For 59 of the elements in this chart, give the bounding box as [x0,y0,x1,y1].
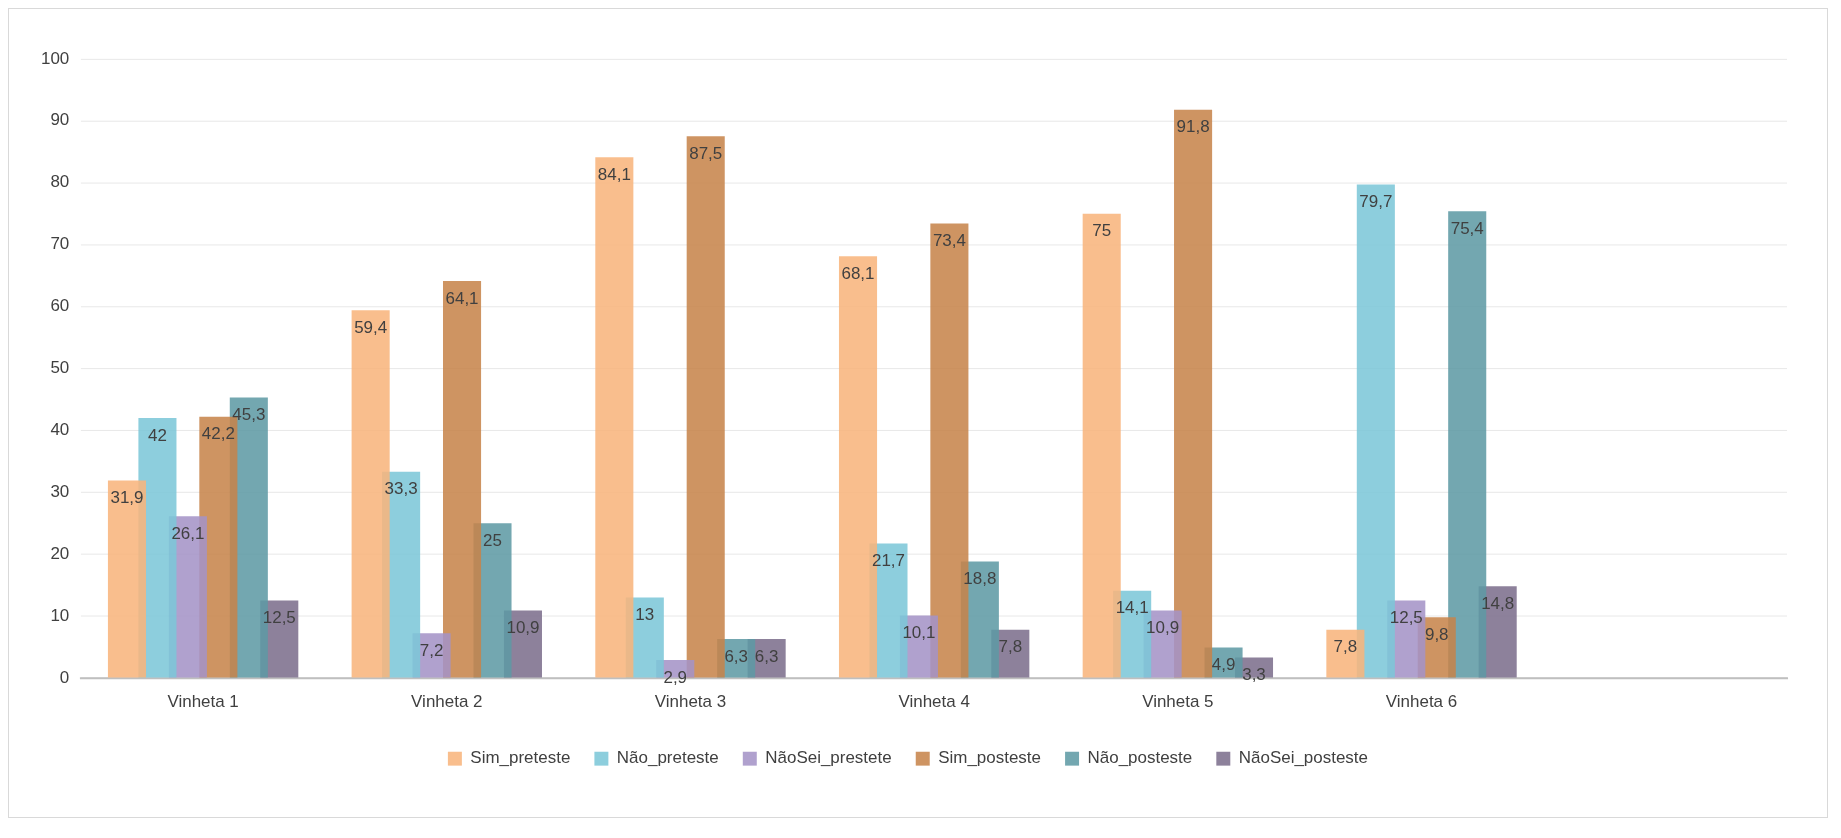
data-label: 6,3 [754,646,779,666]
legend-label: Sim_posteste [938,748,1042,768]
bar [1326,629,1365,678]
y-tick-label: 70 [50,234,70,254]
x-tick-label: Vinheta 4 [898,691,970,711]
data-label: 10,1 [902,623,936,643]
data-label: 25 [483,530,502,550]
legend-label: Sim_preteste [470,748,571,768]
data-label: 79,7 [1359,192,1393,212]
bar [595,157,634,678]
data-label: 12,5 [1389,608,1423,628]
data-label: 13 [635,605,655,625]
y-tick-label: 30 [50,481,70,501]
x-tick-label: Vinheta 3 [654,691,727,711]
data-label: 10,9 [506,618,540,638]
data-label: 26,1 [171,524,205,543]
y-tick-label: 60 [50,296,70,316]
data-label: 7,2 [419,641,444,660]
x-tick-label: Vinheta 2 [411,691,483,711]
data-label: 91,8 [1176,117,1210,137]
data-label: 42 [148,425,167,445]
data-label: 12,5 [262,608,296,628]
data-label: 14,8 [1481,593,1515,613]
data-label: 42,2 [201,424,235,444]
y-tick-label: 0 [59,667,70,687]
data-label: 31,9 [110,488,144,508]
y-tick-label: 10 [50,605,70,625]
x-tick-label: Vinheta 6 [1385,691,1458,711]
data-label: 4,9 [1211,655,1236,675]
legend-label: Não_preteste [616,748,719,768]
bar [686,136,725,678]
bar [443,281,482,678]
data-label: 75 [1092,221,1112,241]
y-tick-label: 50 [50,358,70,378]
data-label: 9,8 [1424,624,1449,644]
data-label: 45,3 [232,405,266,425]
data-label: 7,8 [1333,637,1358,657]
bar [107,480,147,678]
y-tick-label: 80 [50,172,70,192]
data-label: 2,9 [663,667,688,687]
legend-label: NãoSei_prestete [765,748,892,768]
x-tick-label: Vinheta 1 [167,691,239,711]
data-label: 73,4 [932,231,966,251]
data-label: 68,1 [841,264,875,283]
data-label: 87,5 [689,143,723,163]
legend-label: NãoSei_posteste [1238,748,1368,768]
data-label: 75,4 [1450,218,1484,238]
data-label: 84,1 [597,164,631,184]
y-tick-label: 100 [40,48,70,68]
x-tick-label: Vinheta 5 [1142,691,1214,711]
y-tick-label: 90 [50,110,70,130]
y-tick-label: 40 [50,420,70,439]
data-label: 7,8 [998,637,1023,657]
data-label: 6,3 [724,646,748,666]
data-label: 64,1 [445,288,479,308]
data-label: 10,9 [1146,618,1180,638]
legend-label: Não_posteste [1087,748,1193,768]
y-tick-label: 20 [50,543,70,563]
data-label: 59,4 [354,317,388,337]
